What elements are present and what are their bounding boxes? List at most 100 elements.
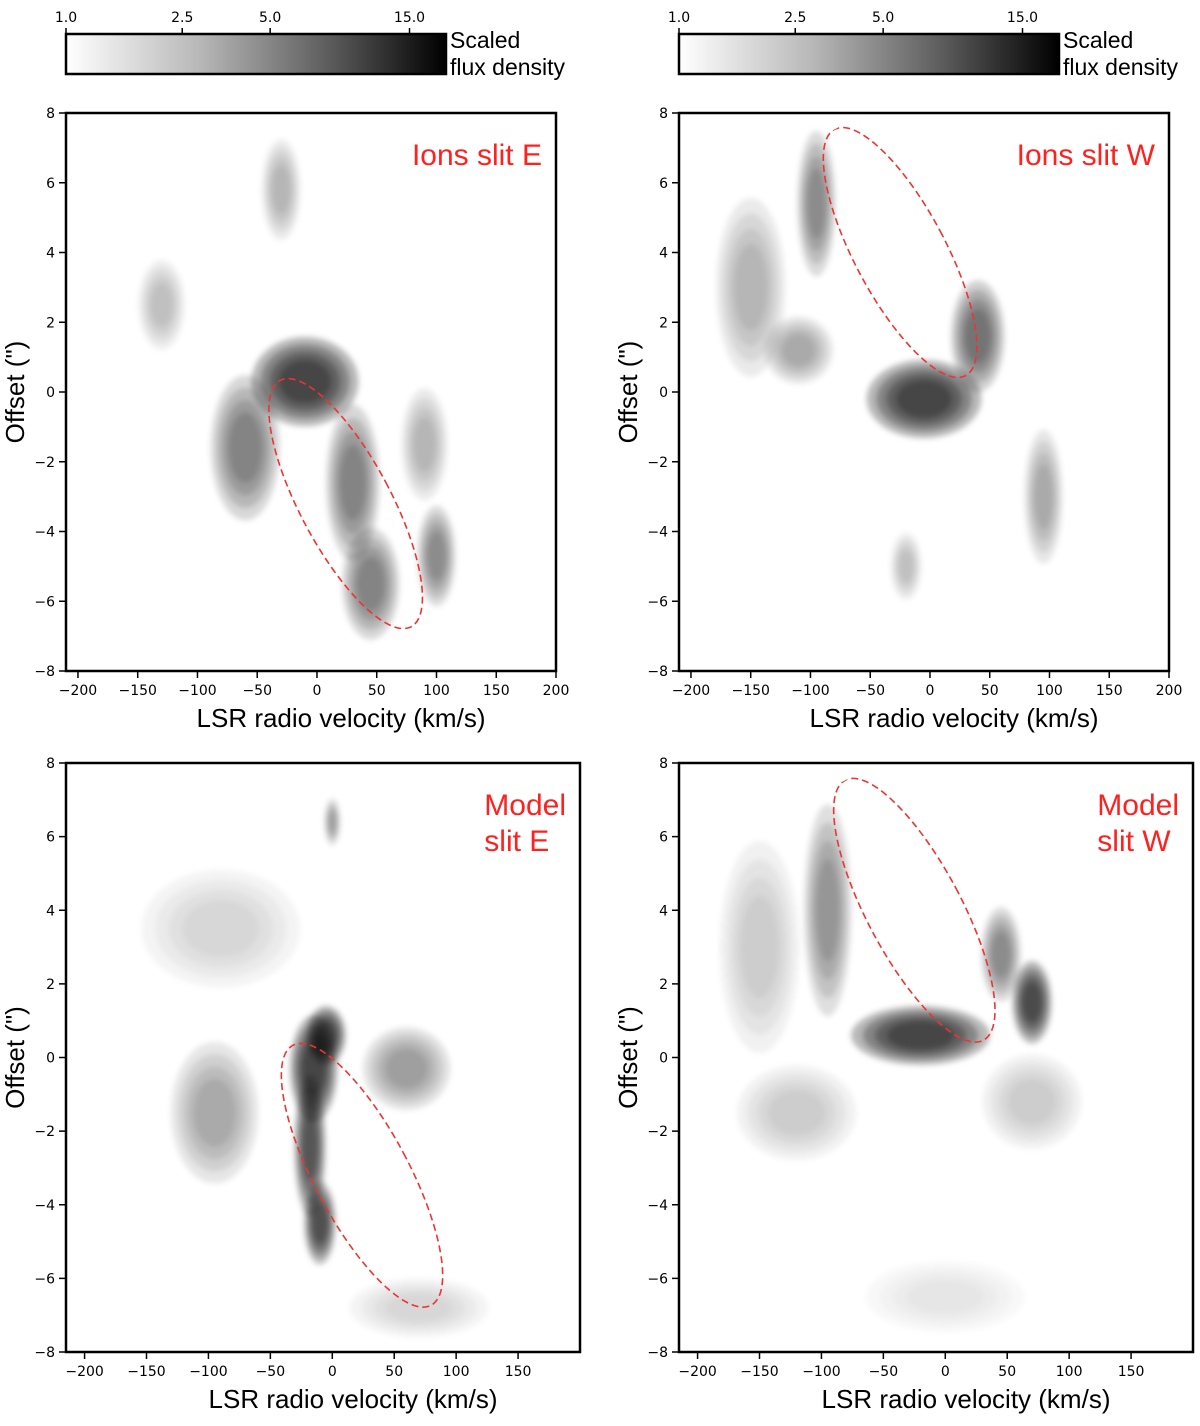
emission-blob bbox=[1034, 464, 1053, 530]
x-tick-label: −150 bbox=[731, 683, 769, 699]
x-tick-label: 50 bbox=[368, 683, 386, 699]
y-tick-label: −4 bbox=[34, 525, 55, 541]
x-tick-label: 0 bbox=[328, 1364, 337, 1380]
x-axis-label: LSR radio velocity (km/s) bbox=[822, 1384, 1111, 1414]
emission-blob bbox=[734, 244, 768, 331]
y-tick-label: 8 bbox=[659, 106, 668, 122]
emission-blob bbox=[279, 359, 331, 404]
y-tick-label: −2 bbox=[647, 455, 668, 471]
emission-blob bbox=[964, 309, 991, 364]
x-tick-label: 200 bbox=[1156, 683, 1183, 699]
y-tick-label: −2 bbox=[34, 1124, 55, 1140]
panel-title: Model bbox=[1097, 789, 1179, 822]
x-tick-label: 0 bbox=[926, 683, 935, 699]
y-tick-label: −2 bbox=[34, 455, 55, 471]
colorbar-tick-label: 15.0 bbox=[1007, 10, 1038, 26]
y-tick-label: 2 bbox=[659, 977, 668, 993]
y-tick-label: 8 bbox=[46, 756, 55, 772]
x-tick-label: 50 bbox=[981, 683, 999, 699]
emission-blob bbox=[1007, 1078, 1056, 1125]
y-tick-label: −6 bbox=[34, 594, 55, 610]
emission-blob bbox=[886, 1021, 955, 1050]
colorbar-tick-label: 1.0 bbox=[55, 10, 77, 26]
y-tick-label: 4 bbox=[659, 246, 668, 262]
chart-panel-2: −8 −6 −4 −2 0 2 4 6 8 −200 −150 −100 −50 0 50 100 150 200… bbox=[613, 106, 1182, 733]
x-tick-label: −150 bbox=[127, 1364, 165, 1380]
chart-panel-3: −8 −6 −4 −2 0 2 4 6 8 −200 −150 −100 −50 0 50 100 150 LSR… bbox=[0, 756, 582, 1414]
x-tick-label: 50 bbox=[998, 1364, 1016, 1380]
x-tick-label: 100 bbox=[1036, 683, 1063, 699]
y-tick-label: −6 bbox=[647, 594, 668, 610]
emission-blob bbox=[413, 417, 436, 472]
x-tick-label: −200 bbox=[672, 683, 710, 699]
emission-blob bbox=[767, 1089, 826, 1136]
panel-title: slit E bbox=[484, 825, 549, 858]
y-tick-label: 8 bbox=[46, 106, 55, 122]
colorbar-label-line1: Scaled bbox=[1063, 27, 1133, 53]
y-tick-label: 8 bbox=[659, 756, 668, 772]
x-tick-label: −100 bbox=[178, 683, 216, 699]
colorbar-tick-label: 2.5 bbox=[171, 10, 193, 26]
x-tick-label: −100 bbox=[189, 1364, 227, 1380]
colorbar-gradient bbox=[677, 32, 1061, 76]
model-ellipse bbox=[832, 777, 996, 1043]
emission-blob bbox=[312, 1203, 328, 1244]
emission-blob bbox=[907, 1280, 984, 1314]
emission-blob bbox=[182, 900, 260, 958]
x-tick-label: −100 bbox=[791, 683, 829, 699]
y-tick-label: 2 bbox=[46, 315, 55, 331]
y-tick-label: 4 bbox=[659, 903, 668, 919]
x-tick-label: 150 bbox=[483, 683, 510, 699]
x-tick-label: 200 bbox=[543, 683, 570, 699]
chart-panel-4: −8 −6 −4 −2 0 2 4 6 8 −200 −150 −100 −50 0 50 100 150 LSR… bbox=[613, 756, 1195, 1414]
colorbar-label-line2: flux density bbox=[1063, 54, 1179, 80]
emission-map bbox=[138, 139, 456, 640]
x-tick-label: 50 bbox=[385, 1364, 403, 1380]
emission-map bbox=[719, 804, 1082, 1314]
emission-blob bbox=[193, 1078, 236, 1147]
y-tick-label: −4 bbox=[34, 1198, 55, 1214]
emission-blob bbox=[898, 550, 914, 583]
x-axis-label: LSR radio velocity (km/s) bbox=[810, 703, 1099, 733]
emission-blob bbox=[356, 556, 385, 611]
x-tick-label: −50 bbox=[256, 1364, 286, 1380]
emission-blob bbox=[228, 412, 262, 483]
y-tick-label: 6 bbox=[659, 176, 668, 192]
x-tick-label: 0 bbox=[941, 1364, 950, 1380]
x-tick-label: −150 bbox=[118, 683, 156, 699]
emission-blob bbox=[1022, 982, 1042, 1023]
emission-map bbox=[141, 798, 489, 1338]
colorbar-gradient bbox=[64, 32, 448, 76]
y-tick-label: −4 bbox=[647, 525, 668, 541]
y-tick-label: −6 bbox=[647, 1271, 668, 1287]
x-tick-label: 150 bbox=[505, 1364, 532, 1380]
y-tick-label: 0 bbox=[659, 1051, 668, 1067]
x-tick-label: −50 bbox=[855, 683, 885, 699]
emission-blob bbox=[740, 895, 779, 999]
emission-blob bbox=[271, 165, 291, 215]
x-tick-label: 100 bbox=[443, 1364, 470, 1380]
emission-blob bbox=[427, 531, 446, 581]
panel-title: Model bbox=[484, 789, 566, 822]
colorbar-tick-label: 1.0 bbox=[668, 10, 690, 26]
y-axis-label: Offset (") bbox=[613, 1006, 643, 1109]
x-tick-label: 150 bbox=[1096, 683, 1123, 699]
emission-blob bbox=[150, 283, 173, 327]
emission-blob bbox=[385, 1048, 428, 1089]
colorbar-tick-label: 2.5 bbox=[784, 10, 806, 26]
y-tick-label: −2 bbox=[647, 1124, 668, 1140]
emission-blob bbox=[385, 1293, 453, 1323]
x-tick-label: 0 bbox=[313, 683, 322, 699]
y-tick-label: −8 bbox=[647, 664, 668, 680]
x-tick-label: −50 bbox=[869, 1364, 899, 1380]
y-tick-label: 0 bbox=[46, 1051, 55, 1067]
colorbar-tick-label: 5.0 bbox=[259, 10, 281, 26]
x-tick-label: 150 bbox=[1118, 1364, 1145, 1380]
emission-blob bbox=[316, 1021, 336, 1050]
x-tick-label: −100 bbox=[802, 1364, 840, 1380]
y-axis-label: Offset (") bbox=[0, 1006, 30, 1109]
y-axis-label: Offset (") bbox=[0, 341, 30, 444]
